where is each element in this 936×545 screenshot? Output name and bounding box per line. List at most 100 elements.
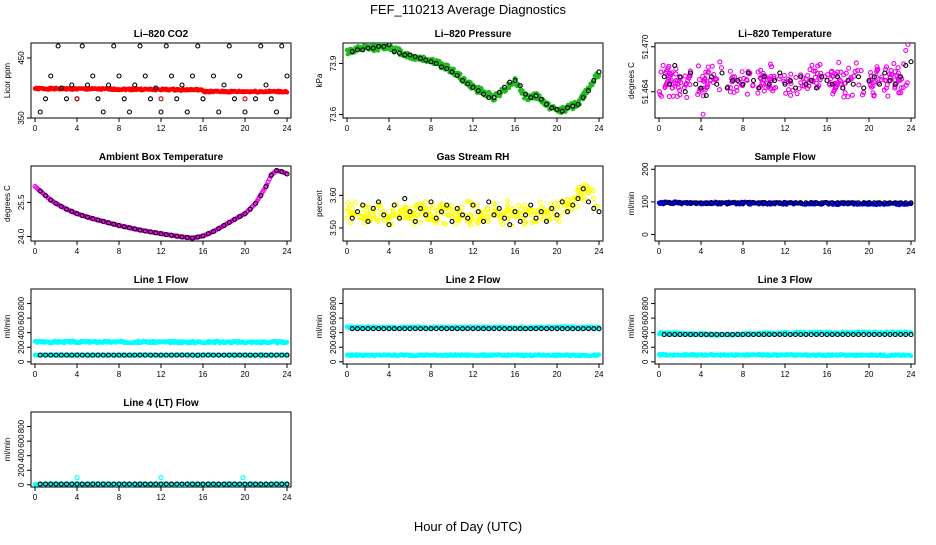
series-3 bbox=[661, 331, 914, 338]
data-point bbox=[682, 331, 688, 338]
data-point bbox=[153, 481, 159, 487]
data-point bbox=[391, 202, 397, 208]
y-tick-label: 800 bbox=[17, 419, 26, 433]
data-point bbox=[892, 200, 898, 206]
data-point bbox=[116, 481, 122, 487]
panel-title: Line 1 Flow bbox=[134, 275, 189, 286]
data-point bbox=[874, 67, 881, 73]
data-point bbox=[867, 69, 874, 76]
x-tick-label: 12 bbox=[781, 247, 790, 256]
data-point bbox=[564, 105, 571, 111]
data-point bbox=[855, 331, 862, 338]
data-point bbox=[570, 103, 576, 109]
data-point bbox=[693, 200, 699, 206]
data-point bbox=[370, 215, 376, 221]
data-point bbox=[174, 352, 180, 358]
x-tick-label: 16 bbox=[199, 124, 208, 133]
data-point bbox=[554, 106, 560, 113]
x-tick-label: 4 bbox=[387, 124, 392, 133]
data-point bbox=[284, 339, 290, 345]
data-point bbox=[703, 200, 709, 206]
data-point bbox=[90, 352, 96, 358]
data-point bbox=[375, 218, 381, 224]
data-point bbox=[871, 200, 877, 206]
data-point bbox=[703, 69, 709, 75]
data-point bbox=[42, 192, 49, 199]
x-tick-label: 0 bbox=[33, 247, 38, 256]
data-point bbox=[708, 200, 715, 206]
data-point bbox=[596, 352, 602, 357]
data-point bbox=[845, 331, 851, 338]
data-point bbox=[428, 59, 434, 65]
data-point bbox=[693, 331, 699, 338]
panel-7: Line 1 Flow ml/min 0 4 8 12 16 20 24 0 20040060080… bbox=[3, 275, 292, 379]
data-point bbox=[491, 326, 497, 332]
data-point bbox=[396, 326, 403, 332]
data-point bbox=[771, 331, 778, 338]
data-point bbox=[849, 92, 855, 98]
data-point bbox=[504, 198, 511, 204]
data-point bbox=[465, 215, 471, 221]
data-point bbox=[798, 200, 804, 206]
x-tick-label: 24 bbox=[595, 370, 604, 379]
series-1 bbox=[656, 43, 911, 117]
data-point bbox=[522, 96, 527, 101]
data-point bbox=[662, 84, 668, 91]
data-point bbox=[656, 89, 663, 95]
x-tick-label: 20 bbox=[241, 493, 250, 502]
data-point bbox=[216, 352, 222, 358]
data-point bbox=[84, 214, 91, 220]
data-point bbox=[834, 331, 841, 338]
data-point bbox=[459, 212, 466, 218]
data-point bbox=[760, 81, 766, 87]
data-point bbox=[876, 200, 883, 206]
data-point bbox=[504, 208, 510, 214]
data-point bbox=[466, 199, 472, 205]
data-point bbox=[829, 68, 835, 74]
data-point bbox=[794, 91, 800, 97]
data-point bbox=[521, 221, 528, 227]
data-point bbox=[279, 43, 285, 49]
x-tick-label: 0 bbox=[657, 247, 662, 256]
data-point bbox=[512, 326, 518, 332]
data-point bbox=[810, 68, 817, 74]
data-point bbox=[887, 77, 893, 84]
data-point bbox=[521, 215, 528, 221]
data-point bbox=[486, 326, 492, 332]
data-point bbox=[42, 96, 49, 102]
data-point bbox=[42, 481, 49, 487]
data-point bbox=[263, 82, 269, 88]
data-point bbox=[210, 481, 217, 487]
data-point bbox=[682, 200, 688, 206]
x-tick-label: 0 bbox=[33, 124, 38, 133]
data-point bbox=[537, 214, 543, 220]
data-point bbox=[132, 226, 138, 232]
data-point bbox=[769, 77, 775, 83]
data-point bbox=[252, 96, 259, 102]
data-point bbox=[803, 200, 809, 206]
data-point bbox=[724, 200, 730, 206]
data-point bbox=[591, 326, 597, 332]
plot-marks bbox=[32, 338, 290, 359]
x-tick-label: 12 bbox=[157, 124, 166, 133]
data-point bbox=[554, 212, 560, 218]
data-point bbox=[422, 199, 429, 205]
y-tick-label: 800 bbox=[17, 296, 26, 310]
data-point bbox=[386, 214, 392, 220]
data-point bbox=[684, 94, 690, 100]
data-point bbox=[396, 50, 403, 56]
data-point bbox=[42, 352, 49, 358]
data-point bbox=[111, 43, 117, 49]
data-point bbox=[74, 211, 80, 217]
data-point bbox=[745, 200, 751, 206]
data-point bbox=[105, 352, 112, 358]
data-point bbox=[464, 218, 471, 224]
panel-10: Line 4 (LT) Flow ml/min 0 4 8 12 16 20 24 0 200400… bbox=[3, 398, 292, 502]
data-point bbox=[74, 96, 80, 102]
y-tick-label: 0 bbox=[641, 359, 650, 364]
data-point bbox=[708, 331, 715, 338]
data-point bbox=[658, 69, 664, 75]
data-point bbox=[163, 352, 169, 358]
data-point bbox=[740, 81, 746, 87]
data-point bbox=[402, 52, 408, 58]
